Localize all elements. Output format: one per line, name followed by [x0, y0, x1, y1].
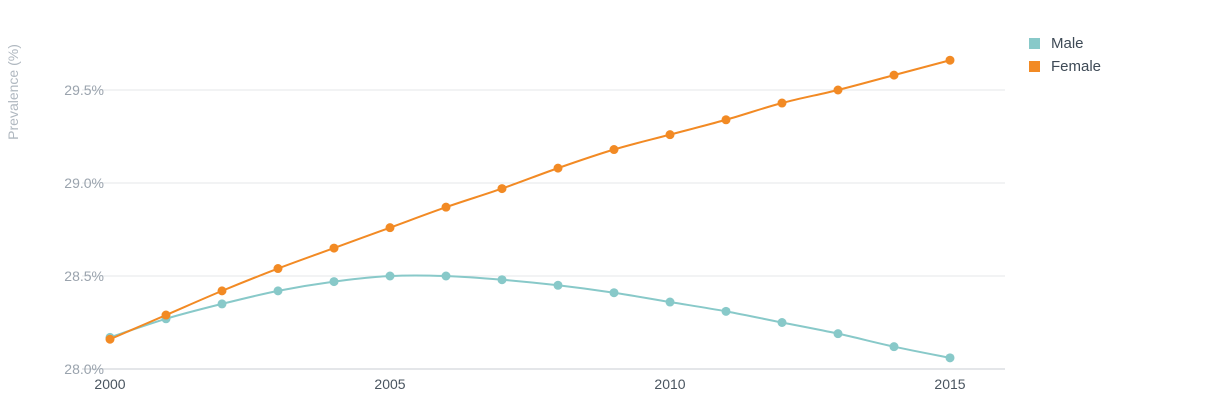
data-point-male[interactable] [553, 280, 563, 290]
data-point-male[interactable] [833, 329, 843, 339]
legend-item-male[interactable]: Male [1029, 35, 1084, 52]
data-point-female[interactable] [665, 130, 675, 140]
x-axis-ticks: 2000 2005 2010 2015 [94, 376, 965, 392]
data-point-female[interactable] [385, 223, 395, 233]
data-point-male[interactable] [609, 288, 619, 298]
data-point-female[interactable] [497, 184, 507, 194]
data-point-male[interactable] [329, 277, 339, 287]
data-point-female[interactable] [609, 145, 619, 155]
data-point-female[interactable] [833, 85, 843, 95]
legend-swatch-female [1029, 61, 1040, 72]
data-point-female[interactable] [889, 70, 899, 80]
series-male [105, 271, 955, 363]
series-line-male [109, 274, 951, 359]
data-point-female[interactable] [945, 55, 955, 65]
data-point-female[interactable] [777, 98, 787, 108]
y-tick-label: 28.5% [64, 268, 104, 284]
x-tick-label: 2005 [374, 376, 405, 392]
data-point-male[interactable] [441, 271, 451, 281]
x-tick-label: 2010 [654, 376, 685, 392]
y-tick-label: 28.0% [64, 361, 104, 377]
y-axis-ticks: 28.0% 28.5% 29.0% 29.5% [64, 82, 104, 377]
series-layer [105, 55, 955, 363]
data-point-female[interactable] [553, 163, 563, 173]
data-point-female[interactable] [329, 243, 339, 253]
data-point-male[interactable] [385, 271, 395, 281]
series-female [105, 55, 955, 344]
x-tick-label: 2000 [94, 376, 125, 392]
y-tick-label: 29.0% [64, 175, 104, 191]
legend-item-female[interactable]: Female [1029, 58, 1101, 75]
data-point-female[interactable] [161, 310, 171, 320]
data-point-male[interactable] [945, 353, 955, 363]
legend-label-male: Male [1051, 35, 1084, 52]
legend-label-female: Female [1051, 58, 1101, 75]
y-axis-title: Prevalence (%) [5, 44, 21, 140]
data-point-female[interactable] [105, 334, 115, 344]
data-point-female[interactable] [217, 286, 227, 296]
data-point-female[interactable] [441, 202, 451, 212]
data-point-male[interactable] [721, 306, 731, 316]
data-point-male[interactable] [777, 318, 787, 327]
data-point-male[interactable] [217, 299, 227, 309]
data-point-male[interactable] [497, 275, 507, 285]
data-point-female[interactable] [721, 115, 731, 125]
series-line-female [109, 59, 951, 341]
data-point-male[interactable] [665, 297, 675, 307]
grid-lines [82, 89, 1005, 370]
x-tick-label: 2015 [934, 376, 965, 392]
data-point-male[interactable] [273, 286, 283, 296]
legend[interactable]: Male Female [1029, 35, 1101, 75]
y-tick-label: 29.5% [64, 82, 104, 98]
data-point-female[interactable] [273, 264, 283, 274]
data-point-male[interactable] [889, 342, 899, 352]
legend-swatch-male [1029, 38, 1040, 49]
